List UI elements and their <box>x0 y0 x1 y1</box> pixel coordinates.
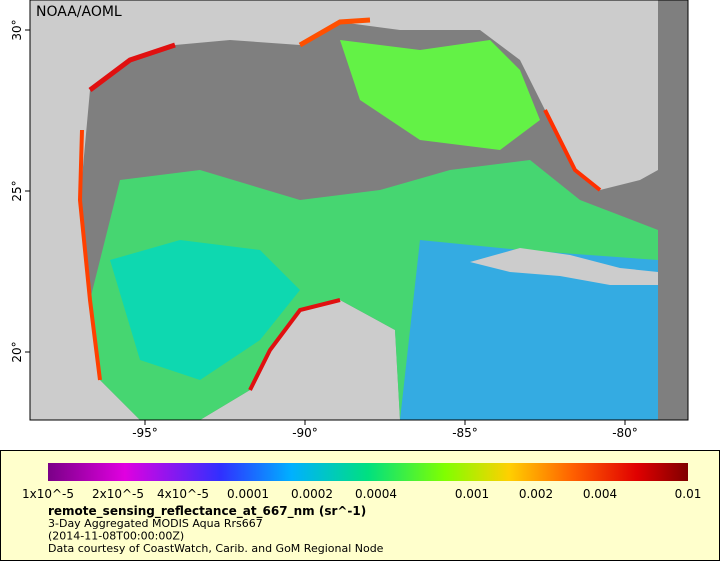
caption-line: Data courtesy of CoastWatch, Carib. and … <box>48 542 384 555</box>
credit: NOAA/AOML <box>36 4 122 20</box>
lon-tick-label: -90° <box>292 426 318 440</box>
chlorophyll-patch <box>110 240 300 380</box>
coastal-high <box>298 17 371 48</box>
colorbar-label: 0.002 <box>519 487 553 501</box>
colorbar-label: 0.01 <box>675 487 702 501</box>
colorbar <box>48 463 688 481</box>
colorbar-label: 1x10^-5 <box>22 487 74 501</box>
chlorophyll-patch <box>340 40 540 150</box>
lat-tick-label: 25° <box>10 180 24 201</box>
caption-line: 3-Day Aggregated MODIS Aqua Rrs667 <box>48 517 263 530</box>
colorbar-label: 0.004 <box>583 487 617 501</box>
map-frame <box>29 0 689 421</box>
lat-tick-label: 20° <box>10 341 24 362</box>
chlorophyll-patch <box>400 240 658 420</box>
lon-tick-label: -80° <box>612 426 638 440</box>
map: NOAA/AOML <box>29 0 689 421</box>
lon-tick-label: -85° <box>452 426 478 440</box>
colorbar-label: 4x10^-5 <box>157 487 209 501</box>
colorbar-label: 0.0004 <box>355 487 397 501</box>
lat-tick-label: 30° <box>10 19 24 40</box>
colorbar-label: 0.0001 <box>227 487 269 501</box>
cuba <box>470 248 658 285</box>
coastal-high <box>543 109 602 192</box>
variable-name: remote_sensing_reflectance_at_667_nm (sr… <box>48 504 366 519</box>
coastal-high <box>88 42 176 92</box>
lon-tick-label: -95° <box>132 426 158 440</box>
coastal-high <box>77 129 102 381</box>
colorbar-label: 2x10^-5 <box>92 487 144 501</box>
colorbar-label: 0.001 <box>455 487 489 501</box>
coastal-high <box>248 298 341 391</box>
no-data-strip <box>658 0 688 420</box>
colorbar-label: 0.0002 <box>291 487 333 501</box>
caption-line: (2014-11-08T00:00:00Z) <box>48 530 184 543</box>
